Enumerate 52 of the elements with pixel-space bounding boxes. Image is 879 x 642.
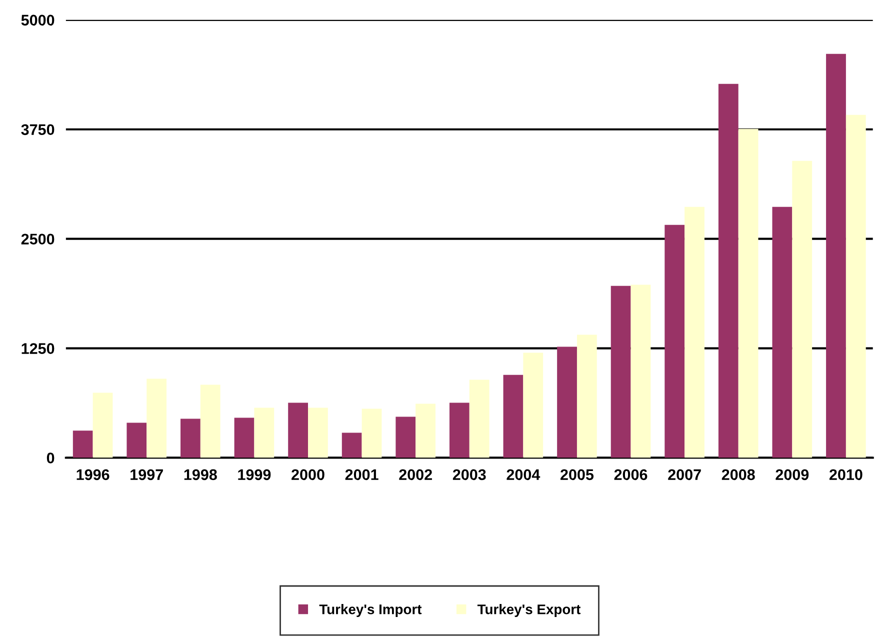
bar: [826, 54, 846, 458]
y-tick-label: 0: [46, 452, 54, 464]
legend-label: Turkey's Import: [319, 604, 422, 617]
bar: [234, 418, 254, 458]
bar: [180, 418, 200, 458]
bar: [362, 408, 382, 458]
bar: [308, 408, 328, 458]
y-tick-label: 5000: [21, 14, 54, 26]
y-tick-label: 1250: [22, 343, 54, 354]
bar: [92, 392, 113, 458]
x-tick-label: 2006: [614, 469, 648, 480]
bar: [254, 408, 274, 458]
bar: [772, 206, 792, 458]
bar: [664, 224, 685, 458]
bar: [610, 286, 631, 458]
bar: [72, 430, 93, 458]
legend-label: Turkey's Export: [477, 604, 581, 617]
bar: [738, 128, 758, 458]
x-tick-label: 1999: [238, 469, 271, 480]
bar: [200, 384, 220, 458]
x-tick-label: 1996: [76, 469, 110, 480]
x-tick-label: 1998: [184, 469, 217, 480]
bar: [126, 422, 147, 458]
bar: [792, 160, 812, 458]
bar: [503, 374, 524, 458]
x-tick-label: 2003: [452, 469, 486, 480]
x-tick-label: 2007: [668, 469, 701, 480]
x-tick-label: 2002: [399, 469, 432, 480]
bar: [342, 432, 362, 458]
bar: [449, 402, 470, 458]
bar: [146, 378, 167, 458]
bar: [288, 402, 308, 458]
y-tick-label: 3750: [21, 124, 54, 136]
bar: [469, 380, 490, 458]
bar: [718, 84, 738, 458]
bar: [523, 352, 544, 458]
x-tick-label: 2010: [829, 469, 862, 480]
bar: [557, 346, 577, 458]
bar: [416, 404, 436, 458]
x-tick-label: 2001: [345, 469, 378, 480]
bar: [684, 206, 704, 458]
x-tick-label: 2004: [506, 469, 540, 480]
x-tick-label: 2009: [776, 469, 809, 480]
x-tick-label: 2008: [722, 469, 755, 480]
x-tick-label: 2000: [292, 469, 324, 480]
bar: [396, 416, 416, 458]
bar: [846, 114, 866, 458]
bar: [630, 284, 651, 458]
x-tick-label: 1997: [130, 469, 163, 480]
bar: [576, 334, 597, 458]
y-tick-label: 2500: [21, 234, 54, 245]
x-tick-label: 2005: [560, 469, 594, 480]
